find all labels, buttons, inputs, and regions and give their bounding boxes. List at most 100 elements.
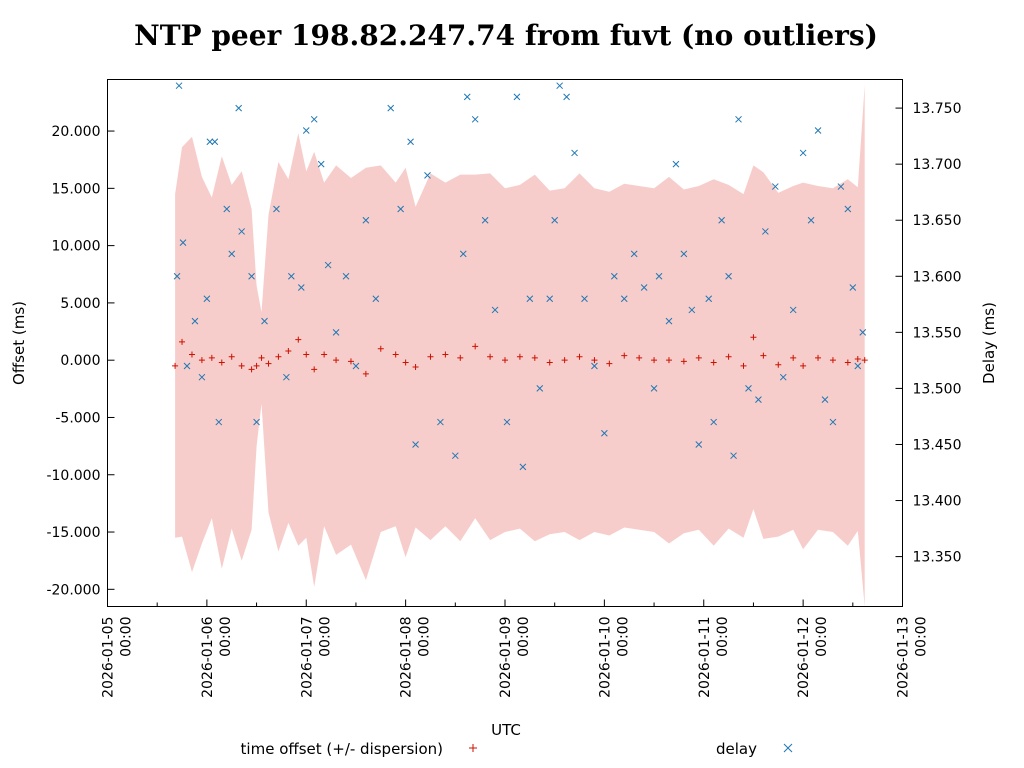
- y-left-label-8: -20.000: [46, 582, 100, 598]
- x-tick-date-6: 2026-01-11: [697, 617, 713, 698]
- offset-point-3: [198, 357, 205, 364]
- delay-point-16: [261, 317, 268, 325]
- offset-point-45: [725, 353, 732, 360]
- offset-point-8: [248, 366, 255, 373]
- offset-point-14: [295, 336, 302, 343]
- offset-point-53: [829, 357, 836, 364]
- x-tick-time-6: 00:00: [715, 617, 731, 657]
- delay-point-56: [620, 295, 628, 303]
- delay-point-50: [563, 93, 570, 101]
- delay-point-15: [253, 418, 260, 426]
- y-left-label-7: -15.000: [46, 525, 100, 541]
- delay-point-30: [387, 104, 395, 112]
- delay-point-14: [248, 272, 255, 280]
- y-axis-right-label: Delay (ms): [980, 302, 998, 384]
- delay-point-38: [463, 93, 471, 101]
- y-right-label-7: 13.400: [913, 494, 962, 510]
- x-tick-date-7: 2026-01-12: [796, 617, 812, 698]
- y-right-label-3: 13.600: [913, 269, 962, 285]
- offset-point-52: [815, 354, 822, 361]
- y-left-label-0: 20.000: [52, 124, 101, 140]
- delay-point-45: [526, 295, 534, 303]
- delay-point-49: [556, 82, 564, 90]
- offset-point-29: [487, 353, 494, 360]
- x-tick-date-3: 2026-01-08: [399, 617, 415, 698]
- delay-point-43: [513, 93, 521, 101]
- delay-point-46: [536, 385, 544, 392]
- offset-point-50: [790, 354, 797, 361]
- delay-point-65: [695, 441, 703, 448]
- delay-point-82: [829, 418, 837, 426]
- offset-point-16: [311, 366, 318, 373]
- offset-point-9: [253, 362, 260, 369]
- legend-offset-marker: [469, 744, 477, 752]
- offset-point-5: [218, 359, 225, 366]
- offset-point-13: [285, 348, 292, 355]
- y-left-label-2: 10.000: [52, 239, 101, 255]
- offset-point-47: [750, 334, 757, 341]
- offset-point-39: [636, 354, 643, 361]
- x-tick-date-1: 2026-01-06: [200, 616, 216, 697]
- offset-point-40: [651, 357, 658, 364]
- y-axis-left: 20.000 15.000 10.000 5.000 0.000 -5.000 -10.00…: [46, 124, 115, 598]
- delay-point-59: [650, 385, 658, 392]
- offset-point-7: [238, 362, 245, 369]
- delay-point-22: [310, 115, 318, 123]
- offset-point-35: [576, 353, 583, 360]
- delay-point-26: [342, 272, 350, 280]
- y-left-label-6: -10.000: [46, 468, 100, 484]
- delay-point-0: [175, 82, 183, 90]
- offset-point-43: [695, 354, 702, 361]
- legend-delay-symbol: [783, 743, 793, 753]
- delay-point-29: [372, 295, 380, 303]
- delay-point-23: [317, 160, 325, 168]
- y-right-label-5: 13.500: [913, 381, 962, 397]
- delay-point-79: [807, 216, 815, 224]
- delay-series: [173, 82, 867, 471]
- delay-point-52: [581, 295, 588, 303]
- x-tick-time-4: 00:00: [516, 617, 532, 657]
- y-axis-right: 13.750 13.700 13.650 13.600 13.550 13.500 13.4…: [895, 101, 962, 566]
- delay-point-44: [519, 463, 527, 471]
- offset-point-17: [321, 351, 328, 358]
- offset-point-26: [442, 351, 449, 358]
- delay-point-19: [287, 272, 295, 280]
- dispersion-band: [175, 85, 865, 607]
- offset-point-2: [188, 351, 195, 358]
- legend-delay-label: delay: [716, 740, 757, 758]
- delay-point-70: [730, 452, 737, 460]
- delay-point-58: [640, 284, 648, 291]
- delay-point-11: [228, 250, 236, 258]
- offset-point-22: [392, 351, 399, 358]
- x-tick-time-3: 00:00: [417, 617, 433, 657]
- delay-point-32: [407, 138, 414, 146]
- delay-point-42: [503, 418, 511, 426]
- offset-point-4: [208, 354, 215, 361]
- y-left-label-1: 15.000: [52, 181, 101, 197]
- delay-point-41: [491, 306, 499, 314]
- delay-point-2: [179, 239, 187, 246]
- offset-point-56: [861, 357, 868, 364]
- delay-point-47: [546, 295, 554, 303]
- delay-point-1: [173, 272, 181, 280]
- offset-point-37: [606, 360, 613, 367]
- delay-point-13: [238, 228, 246, 235]
- offset-point-24: [412, 364, 419, 371]
- delay-point-64: [688, 306, 696, 314]
- y-left-label-4: 0.000: [60, 353, 100, 369]
- delay-point-17: [273, 205, 280, 213]
- delay-point-10: [223, 205, 231, 213]
- offset-point-0: [172, 362, 179, 369]
- delay-point-24: [324, 261, 332, 269]
- delay-point-71: [735, 115, 742, 123]
- offset-point-6: [228, 353, 235, 360]
- y-left-label-5: -5.000: [55, 410, 100, 426]
- offset-point-42: [680, 358, 687, 365]
- x-tick-date-8: 2026-01-13: [896, 617, 912, 698]
- offset-point-18: [333, 357, 340, 364]
- delay-point-28: [362, 216, 370, 224]
- delay-point-53: [591, 362, 598, 370]
- delay-point-61: [665, 317, 673, 325]
- delay-point-86: [854, 362, 862, 370]
- offset-point-51: [800, 362, 807, 369]
